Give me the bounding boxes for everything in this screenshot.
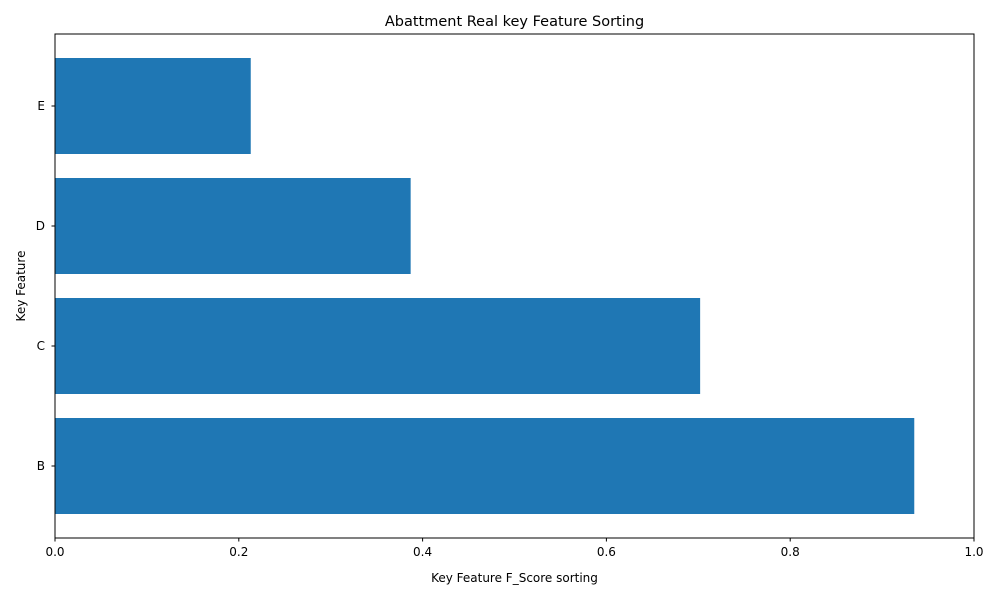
x-axis: 0.0 0.2 0.4 0.6 0.8 1.0 xyxy=(45,538,984,559)
bar-B xyxy=(55,418,915,514)
x-tick-label: 0.0 xyxy=(45,545,64,559)
chart-title: Abattment Real key Feature Sorting xyxy=(385,14,644,30)
plot-frame xyxy=(54,33,975,539)
y-tick-label: C xyxy=(37,339,45,353)
x-tick-label: 0.2 xyxy=(229,545,248,559)
x-tick-label: 0.4 xyxy=(413,545,432,559)
x-tick-label: 0.6 xyxy=(597,545,616,559)
bars-group xyxy=(55,58,915,514)
bar-E xyxy=(55,58,251,154)
y-axis: B C D E xyxy=(36,99,55,473)
bar-C xyxy=(55,298,701,394)
x-tick-label: 1.0 xyxy=(964,545,983,559)
x-tick-label: 0.8 xyxy=(781,545,800,559)
y-tick-label: E xyxy=(37,99,45,113)
y-tick-label: B xyxy=(37,459,45,473)
x-axis-label: Key Feature F_Score sorting xyxy=(431,571,598,585)
y-tick-label: D xyxy=(36,219,45,233)
bar-D xyxy=(55,178,411,274)
y-axis-label: Key Feature xyxy=(14,251,28,322)
